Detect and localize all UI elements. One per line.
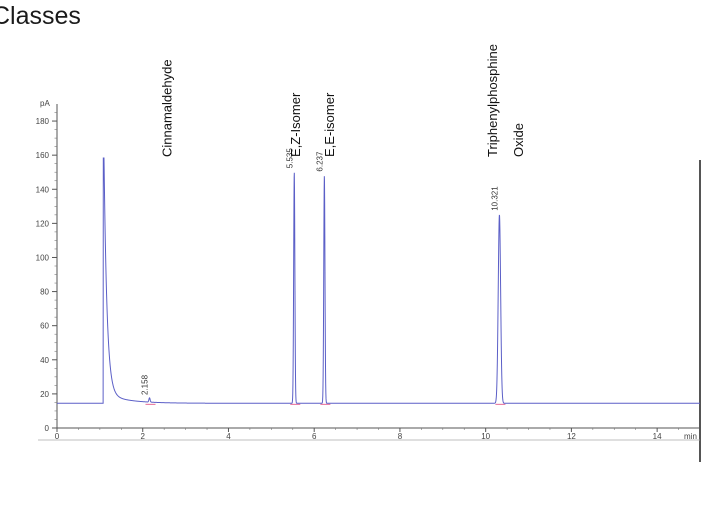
y-tick-label: 60 xyxy=(40,322,49,331)
x-tick-label: 8 xyxy=(398,432,403,441)
x-tick-label: 10 xyxy=(481,432,490,441)
y-tick-label: 140 xyxy=(36,185,50,194)
x-tick-label: 12 xyxy=(567,432,576,441)
peak-name-annotation: Triphenylphosphine xyxy=(485,44,500,157)
peak-name-annotation: Oxide xyxy=(511,123,526,157)
y-tick-label: 80 xyxy=(40,288,49,297)
retention-time-label: 5.535 xyxy=(285,148,294,169)
chromatogram-trace xyxy=(57,157,700,404)
y-tick-label: 0 xyxy=(45,424,50,433)
x-tick-label: 6 xyxy=(312,432,317,441)
peak-name-annotation: Cinnamaldehyde xyxy=(159,59,174,157)
slide-title: Classes xyxy=(0,2,81,30)
retention-time-label: 6.237 xyxy=(315,151,324,172)
retention-time-label: 10.321 xyxy=(490,186,499,211)
y-tick-label: 100 xyxy=(36,253,50,262)
y-tick-label: 120 xyxy=(36,219,50,228)
y-tick-label: 40 xyxy=(40,356,49,365)
retention-time-label: 2.158 xyxy=(141,374,150,395)
y-tick-label: 20 xyxy=(40,390,49,399)
peak-name-annotation: E,Z-Isomer xyxy=(288,92,303,157)
x-tick-label: 0 xyxy=(55,432,60,441)
x-unit-label: min xyxy=(684,432,697,441)
x-tick-label: 2 xyxy=(141,432,146,441)
x-tick-label: 4 xyxy=(226,432,231,441)
y-tick-label: 160 xyxy=(36,151,50,160)
y-unit-label: pA xyxy=(40,99,50,108)
x-tick-label: 14 xyxy=(653,432,662,441)
peak-name-annotation: E,E-isomer xyxy=(322,92,337,157)
y-tick-label: 180 xyxy=(36,117,50,126)
